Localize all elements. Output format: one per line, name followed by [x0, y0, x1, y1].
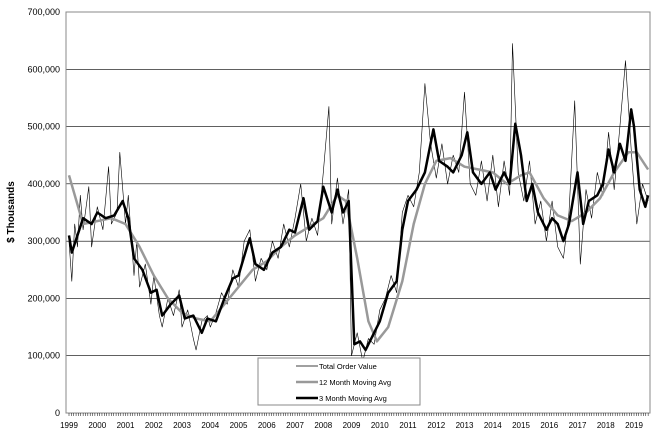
- plot-area: [65, 11, 651, 414]
- x-tick-label: 2015: [512, 421, 530, 430]
- y-tick-label: 100,000: [27, 351, 60, 361]
- x-tick-label: 2017: [569, 421, 587, 430]
- y-tick-label: 0: [55, 408, 60, 418]
- y-tick-label: 600,000: [27, 64, 60, 74]
- y-tick-label: 700,000: [27, 7, 60, 17]
- x-tick-label: 2007: [286, 421, 304, 430]
- x-tick-label: 2013: [456, 421, 474, 430]
- legend-label-total: Total Order Value: [319, 362, 377, 371]
- legend-label-12m: 12 Month Moving Avg: [319, 378, 391, 387]
- x-tick-label: 2003: [173, 421, 191, 430]
- x-tick-label: 2011: [399, 421, 417, 430]
- y-tick-label: 200,000: [27, 293, 60, 303]
- x-tick-label: 2008: [314, 421, 332, 430]
- x-tick-label: 2010: [371, 421, 389, 430]
- x-tick-label: 2004: [201, 421, 219, 430]
- x-tick-label: 2012: [427, 421, 445, 430]
- y-tick-label: 500,000: [27, 122, 60, 132]
- legend: Total Order Value 12 Month Moving Avg 3 …: [257, 357, 421, 406]
- y-tick-label: 300,000: [27, 236, 60, 246]
- legend-label-3m: 3 Month Moving Avg: [319, 394, 387, 403]
- series-line-2: [67, 108, 650, 352]
- x-tick-label: 1999: [60, 421, 78, 430]
- x-tick-label: 2016: [540, 421, 558, 430]
- x-tick-label: 2019: [625, 421, 643, 430]
- series-line-0: [68, 43, 649, 362]
- x-tick-label: 2000: [88, 421, 106, 430]
- x-tick-label: 2009: [343, 421, 361, 430]
- x-tick-label: 2001: [117, 421, 135, 430]
- x-tick-label: 2018: [597, 421, 615, 430]
- x-tick-label: 2006: [258, 421, 276, 430]
- x-tick-label: 2014: [484, 421, 502, 430]
- y-tick-label: 400,000: [27, 179, 60, 189]
- series-line-1: [67, 151, 650, 343]
- x-tick-label: 2005: [230, 421, 248, 430]
- x-tick-label: 2002: [145, 421, 163, 430]
- y-axis-label: $ Thousands: [6, 181, 17, 243]
